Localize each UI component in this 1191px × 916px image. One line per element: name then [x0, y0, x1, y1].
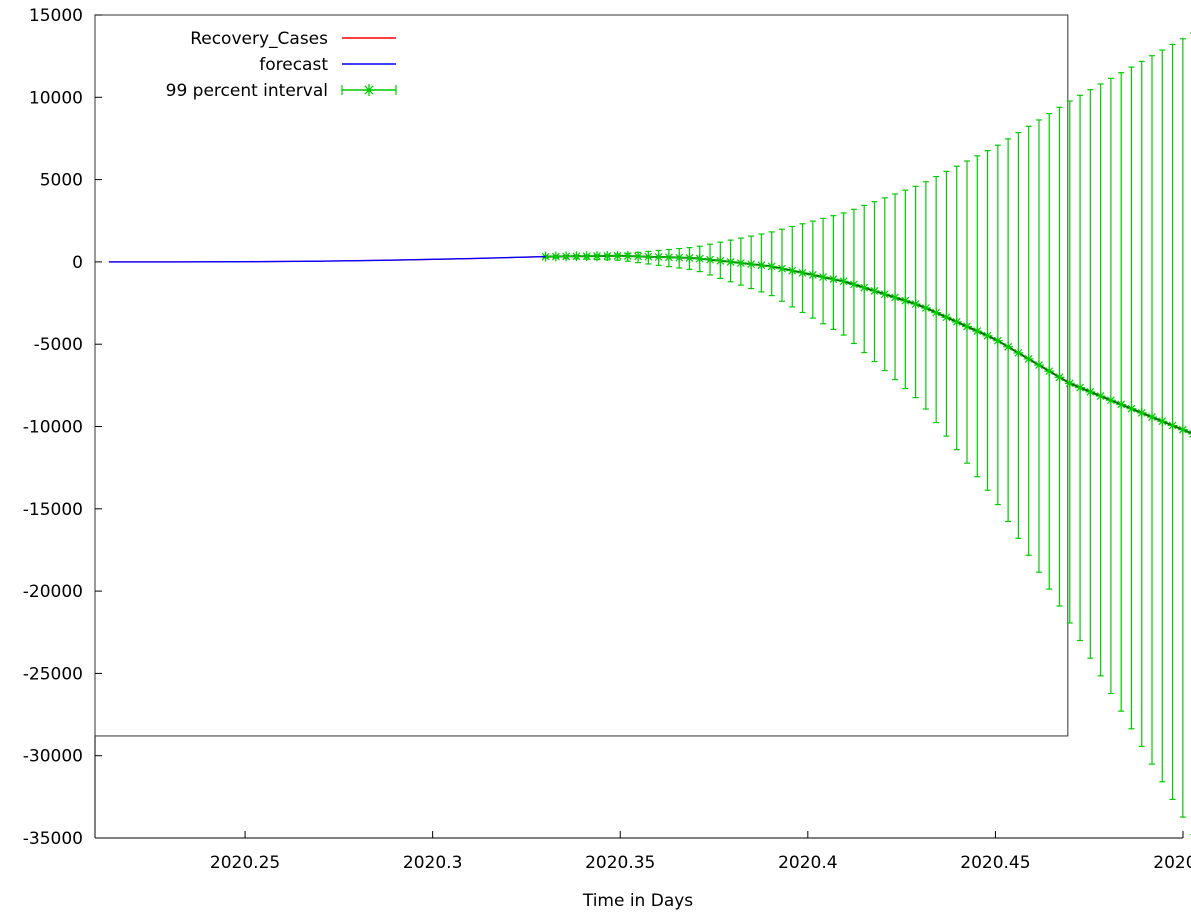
interval-point [1064, 378, 1075, 389]
y-tick-label: 5000 [40, 171, 83, 191]
interval-point [735, 258, 746, 269]
interval-point [1075, 382, 1086, 393]
interval-point [756, 260, 767, 271]
interval-point [1157, 416, 1168, 427]
interval-point [663, 252, 674, 263]
interval-point [941, 312, 952, 323]
interval-point [1003, 341, 1014, 352]
legend: Recovery_Cases forecast 99 percent interva… [166, 29, 397, 101]
y-tick-label: 10000 [29, 88, 83, 108]
interval-point [1105, 395, 1116, 406]
interval-point [1116, 399, 1127, 410]
interval-point [643, 251, 654, 262]
line-series [108, 255, 546, 263]
interval-point [705, 254, 716, 265]
legend-label: forecast [259, 55, 328, 75]
interval-point [766, 261, 777, 272]
interval-point [890, 292, 901, 303]
interval-point [581, 251, 592, 262]
interval-series [540, 32, 1191, 836]
ticks: 15000 10000 5000 0 -5000 -10000 -15000 -20000 -2… [23, 6, 1191, 873]
interval-point [931, 307, 942, 318]
interval-point [787, 265, 798, 276]
x-axis-title: Time in Days [582, 891, 693, 911]
interval-center-line [545, 254, 1191, 435]
interval-point [982, 330, 993, 341]
interval-point [1054, 372, 1065, 383]
interval-point [1147, 412, 1158, 423]
interval-point [561, 251, 572, 262]
x-tick-label: 2020.35 [585, 853, 655, 873]
interval-point [1126, 403, 1137, 414]
interval-point [951, 316, 962, 327]
y-tick-label: -15000 [23, 500, 83, 520]
interval-point [828, 274, 839, 285]
interval-point [859, 282, 870, 293]
y-tick-label: -5000 [34, 335, 83, 355]
inset-frame [94, 14, 1069, 737]
x-tick-label: 2020.45 [960, 853, 1030, 873]
interval-point [1095, 391, 1106, 402]
interval-point [992, 335, 1003, 346]
y-tick-label: 15000 [29, 6, 83, 26]
forecast-line [108, 255, 546, 263]
interval-point [910, 299, 921, 310]
y-tick-label: -10000 [23, 418, 83, 438]
y-tick-label: -35000 [23, 829, 83, 849]
interval-point [972, 326, 983, 337]
interval-point [1023, 353, 1034, 364]
x-tick-label: 2020.5 [1153, 853, 1191, 873]
interval-point [818, 272, 829, 283]
interval-point [653, 251, 664, 262]
interval-point [571, 251, 582, 262]
interval-point [591, 251, 602, 262]
interval-point [633, 251, 644, 262]
legend-marker [363, 84, 375, 96]
interval-point [920, 302, 931, 313]
interval-point [962, 321, 973, 332]
interval-point [869, 285, 880, 296]
interval-point [746, 259, 757, 270]
x-tick-label: 2020.25 [210, 853, 280, 873]
interval-point [848, 279, 859, 290]
legend-label: Recovery_Cases [190, 29, 328, 49]
interval-point [900, 295, 911, 306]
interval-point [838, 276, 849, 287]
interval-point [1013, 347, 1024, 358]
interval-point [1177, 424, 1188, 435]
interval-point [1085, 386, 1096, 397]
interval-point [1167, 420, 1178, 431]
interval-point [612, 250, 623, 261]
y-tick-label: -25000 [23, 664, 83, 684]
interval-point [776, 263, 787, 274]
interval-point [1033, 360, 1044, 371]
interval-point [674, 252, 685, 263]
interval-point [879, 289, 890, 300]
inset-box [94, 14, 1069, 737]
y-tick-label: 0 [72, 253, 83, 273]
interval-point [1044, 366, 1055, 377]
legend-label: 99 percent interval [166, 81, 328, 101]
y-tick-label: -20000 [23, 582, 83, 602]
interval-point [694, 253, 705, 264]
x-tick-label: 2020.3 [403, 853, 462, 873]
interval-point [684, 252, 695, 263]
interval-point [725, 256, 736, 267]
interval-point [715, 255, 726, 266]
interval-point [622, 251, 633, 262]
x-tick-label: 2020.4 [778, 853, 837, 873]
interval-point [550, 251, 561, 262]
interval-point [602, 250, 613, 261]
y-tick-label: -30000 [23, 747, 83, 767]
interval-point [1136, 407, 1147, 418]
interval-point [797, 267, 808, 278]
interval-point [807, 269, 818, 280]
